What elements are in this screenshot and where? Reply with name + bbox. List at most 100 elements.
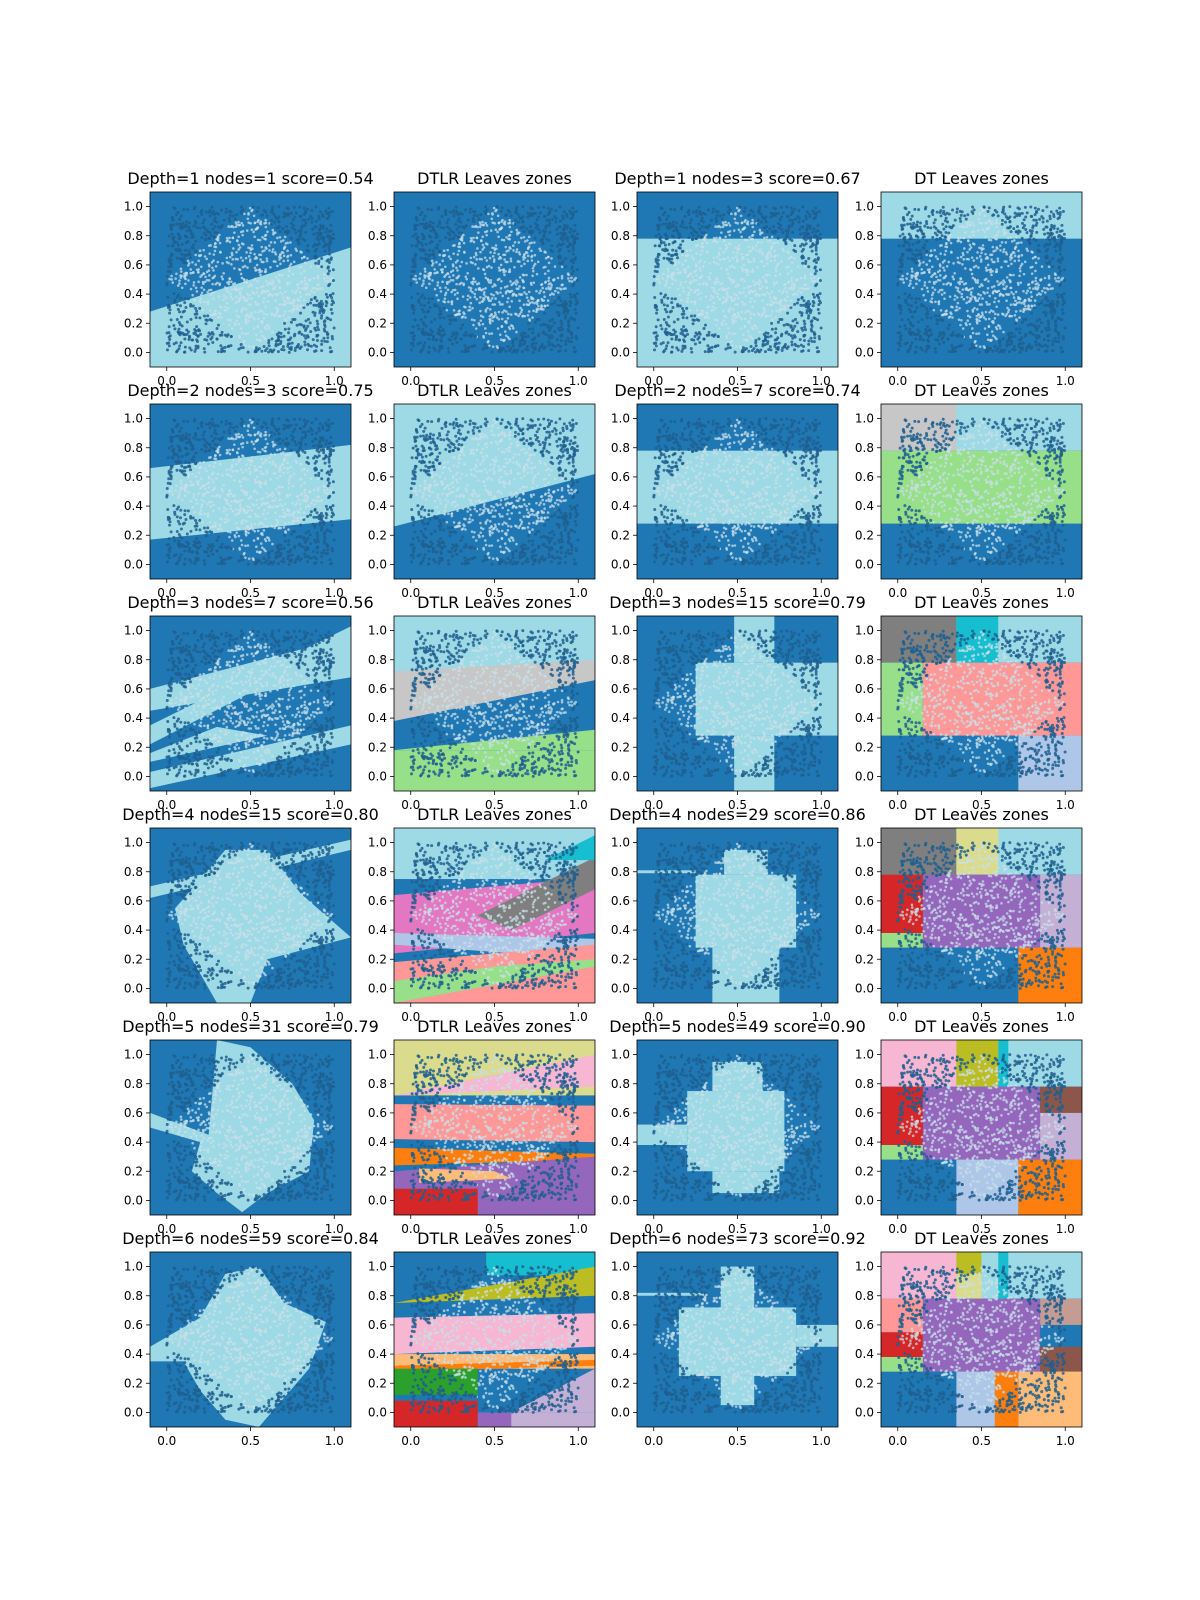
data-point <box>326 265 330 269</box>
data-point <box>972 346 976 350</box>
data-point <box>778 308 782 312</box>
data-point <box>556 232 560 236</box>
data-point <box>806 225 810 229</box>
y-tick-label: 1.0 <box>124 200 143 214</box>
data-point <box>689 347 693 351</box>
data-point <box>680 219 684 223</box>
data-point <box>665 279 668 282</box>
data-point <box>535 300 539 304</box>
data-point <box>703 260 707 264</box>
data-point <box>543 311 547 315</box>
data-point <box>1000 218 1004 222</box>
data-point <box>474 327 478 330</box>
data-point <box>247 303 251 306</box>
data-point <box>675 221 679 225</box>
data-point <box>559 319 563 323</box>
data-point <box>323 249 327 253</box>
data-point <box>233 217 237 221</box>
data-point <box>168 305 172 309</box>
data-point <box>168 334 172 338</box>
data-point <box>521 219 525 223</box>
data-point <box>790 269 793 273</box>
data-point <box>433 287 437 291</box>
data-point <box>796 298 800 302</box>
data-point <box>320 265 324 269</box>
data-point <box>212 291 215 295</box>
data-point <box>170 278 174 281</box>
data-point <box>1015 319 1019 322</box>
data-point <box>958 282 962 286</box>
data-point <box>666 315 670 319</box>
data-point <box>481 248 484 251</box>
data-point <box>900 265 904 269</box>
data-point <box>660 327 664 331</box>
data-point <box>256 206 260 210</box>
data-point <box>722 295 725 299</box>
data-point <box>1026 323 1030 327</box>
data-point <box>436 281 440 284</box>
data-point <box>413 265 417 269</box>
data-point <box>745 238 749 242</box>
data-point <box>1030 272 1034 275</box>
data-point <box>912 221 916 225</box>
data-point <box>198 249 202 253</box>
data-point <box>692 270 696 274</box>
data-point <box>915 305 919 309</box>
data-point <box>741 300 744 304</box>
data-point <box>546 206 550 210</box>
data-point <box>959 255 963 259</box>
data-point <box>898 344 902 348</box>
data-point <box>478 257 482 261</box>
data-point <box>904 327 908 331</box>
data-point <box>213 245 216 248</box>
data-point <box>736 248 740 251</box>
data-point <box>570 265 574 269</box>
data-point <box>489 229 493 232</box>
data-point <box>503 285 507 289</box>
data-point <box>490 266 493 269</box>
data-point <box>722 319 726 322</box>
data-point <box>671 248 675 252</box>
data-point <box>474 280 477 284</box>
data-point <box>566 272 570 276</box>
data-point <box>1051 339 1055 343</box>
data-point <box>768 227 772 231</box>
data-point <box>319 299 323 303</box>
data-point <box>1057 280 1061 283</box>
data-point <box>1030 231 1034 235</box>
data-point <box>270 337 274 341</box>
data-point <box>665 248 669 252</box>
data-point <box>671 225 675 229</box>
data-point <box>438 253 442 257</box>
data-point <box>177 320 181 324</box>
data-point <box>687 265 690 269</box>
data-point <box>262 300 265 304</box>
data-point <box>525 273 528 277</box>
data-point <box>520 236 523 240</box>
data-point <box>662 256 666 260</box>
data-point <box>523 335 527 339</box>
data-point <box>518 339 522 343</box>
data-point <box>208 214 212 218</box>
data-point <box>167 234 171 238</box>
data-point <box>1032 237 1036 241</box>
data-point <box>805 228 809 232</box>
data-point <box>957 239 961 242</box>
data-point <box>793 257 796 260</box>
data-point <box>247 221 251 224</box>
data-point <box>537 304 540 308</box>
data-point <box>760 215 764 219</box>
data-point <box>542 234 546 238</box>
data-point <box>202 288 206 292</box>
data-point <box>575 279 579 283</box>
data-point <box>452 252 455 256</box>
data-point <box>721 286 725 290</box>
data-point <box>574 296 578 300</box>
data-point <box>192 284 195 287</box>
data-point <box>179 341 183 345</box>
data-point <box>756 241 760 244</box>
data-point <box>426 260 430 264</box>
data-point <box>666 214 670 218</box>
data-point <box>462 241 466 245</box>
data-point <box>931 273 935 277</box>
